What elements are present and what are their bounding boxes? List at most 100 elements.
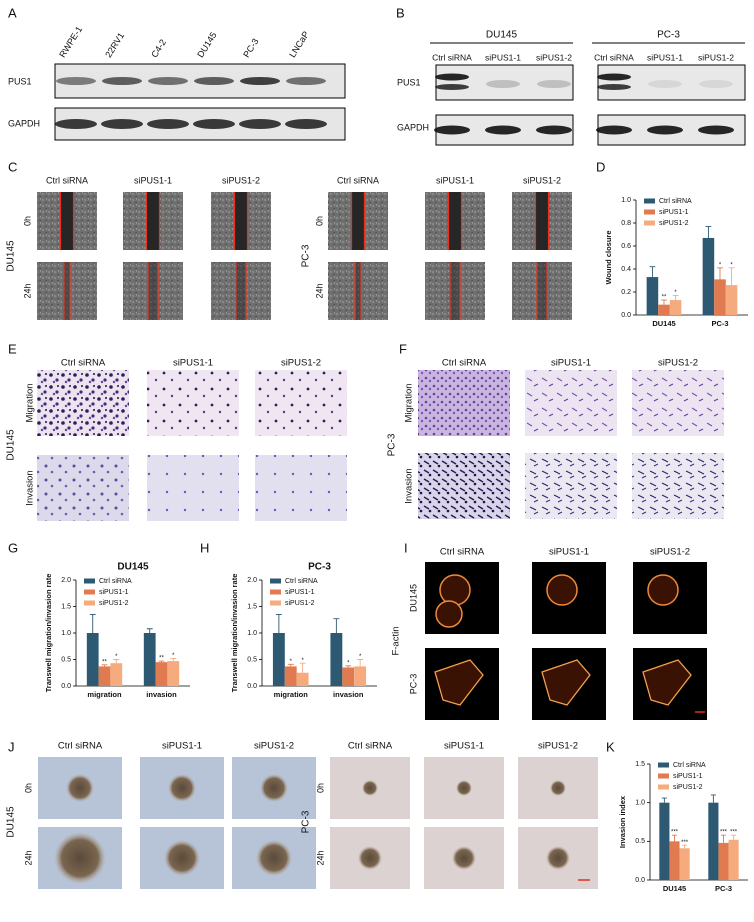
bar <box>659 802 670 880</box>
error-bar <box>89 614 96 633</box>
y-tick-label: 0.0 <box>621 312 631 319</box>
error-bar <box>158 660 165 663</box>
lane-label: Ctrl siRNA <box>594 52 634 62</box>
legend-label: siPUS1-1 <box>673 773 703 780</box>
error-bar <box>299 662 306 673</box>
band <box>597 73 631 81</box>
error-bar <box>345 665 352 668</box>
lane-label: 22RV1 <box>103 31 126 60</box>
x-tick-label: DU145 <box>652 319 675 328</box>
band <box>240 77 280 85</box>
time-label: 24h <box>315 850 325 865</box>
significance: ** <box>662 295 667 301</box>
micrograph <box>632 453 724 519</box>
cell-label: PC-3 <box>387 433 398 456</box>
significance: * <box>301 658 304 664</box>
spheroid <box>550 780 566 796</box>
micrograph <box>147 370 239 436</box>
y-axis-label: Wound closure <box>604 230 613 284</box>
lane-label: siPUS1-2 <box>698 52 734 62</box>
micrograph <box>418 453 510 519</box>
legend-swatch <box>270 600 281 606</box>
band <box>286 77 326 85</box>
bar <box>167 661 180 686</box>
cell-outline <box>546 574 578 606</box>
column-header: siPUS1-2 <box>538 741 578 752</box>
error-bar <box>113 659 120 664</box>
band <box>647 125 683 135</box>
spheroid <box>256 840 292 876</box>
band <box>285 119 327 129</box>
micrograph <box>147 455 239 521</box>
significance: *** <box>671 830 679 836</box>
micrograph <box>37 455 129 521</box>
spheroid <box>546 846 570 870</box>
legend-swatch <box>270 589 281 595</box>
spheroid <box>260 774 288 802</box>
error-bar <box>682 844 688 849</box>
wound-gap <box>355 262 361 320</box>
panel-letter: F <box>399 341 407 356</box>
wound-gap <box>351 192 365 250</box>
row-label: GAPDH <box>8 118 40 128</box>
panel-letter: A <box>8 5 17 20</box>
error-bar <box>146 628 153 633</box>
column-header: Ctrl siRNA <box>337 175 379 185</box>
time-label: 0h <box>315 783 325 793</box>
significance: *** <box>730 830 738 836</box>
bar <box>143 633 156 686</box>
error-bar <box>333 618 340 633</box>
panel-letter: G <box>8 540 18 555</box>
panel-letter: E <box>8 341 17 356</box>
legend-label: siPUS1-1 <box>285 589 315 596</box>
micrograph <box>255 455 347 521</box>
time-label: 0h <box>22 216 32 226</box>
error-bar <box>720 834 727 843</box>
significance: * <box>359 654 362 660</box>
legend-label: Ctrl siRNA <box>659 198 692 205</box>
error-bar <box>728 267 735 286</box>
error-bar <box>661 797 667 803</box>
column-header: Ctrl siRNA <box>348 741 393 752</box>
significance: * <box>674 290 677 296</box>
band <box>597 84 631 90</box>
column-header: siPUS1-2 <box>658 358 698 369</box>
lane-label: Ctrl siRNA <box>432 52 472 62</box>
wound-gap <box>146 192 160 250</box>
row-label: GAPDH <box>397 122 429 132</box>
band <box>435 73 469 81</box>
column-header: siPUS1-2 <box>254 741 294 752</box>
y-tick-label: 0.8 <box>621 220 631 227</box>
legend-label: Ctrl siRNA <box>99 578 132 585</box>
panel-letter: C <box>8 159 17 174</box>
row-label: Invasion <box>404 468 415 503</box>
legend-swatch <box>270 578 281 584</box>
legend-label: siPUS1-2 <box>673 784 703 791</box>
y-tick-label: 0.0 <box>635 877 645 884</box>
bar <box>330 633 343 686</box>
group-label: PC-3 <box>657 30 680 41</box>
y-tick-label: 1.5 <box>61 603 71 610</box>
y-tick-label: 2.0 <box>247 577 257 584</box>
panel-letter: D <box>596 159 605 174</box>
y-axis-label: Invasion index <box>618 795 627 848</box>
error-bar <box>649 266 656 278</box>
micrograph <box>255 370 347 436</box>
y-tick-label: 0.5 <box>247 656 257 663</box>
legend-swatch <box>644 198 655 204</box>
error-bar <box>661 299 667 305</box>
band <box>699 80 733 88</box>
column-header: siPUS1-1 <box>549 547 589 558</box>
column-header: siPUS1-2 <box>650 547 690 558</box>
column-header: Ctrl siRNA <box>46 175 88 185</box>
error-bar <box>357 659 364 667</box>
y-tick-label: 0.0 <box>247 683 257 690</box>
column-header: siPUS1-1 <box>134 175 172 185</box>
legend-label: siPUS1-1 <box>99 589 129 596</box>
column-header: Ctrl siRNA <box>58 741 103 752</box>
error-bar <box>671 834 678 842</box>
column-header: Ctrl siRNA <box>61 358 106 369</box>
column-header: siPUS1-2 <box>523 175 561 185</box>
stain-label: F-actin <box>391 626 402 655</box>
time-label: 0h <box>23 783 33 793</box>
